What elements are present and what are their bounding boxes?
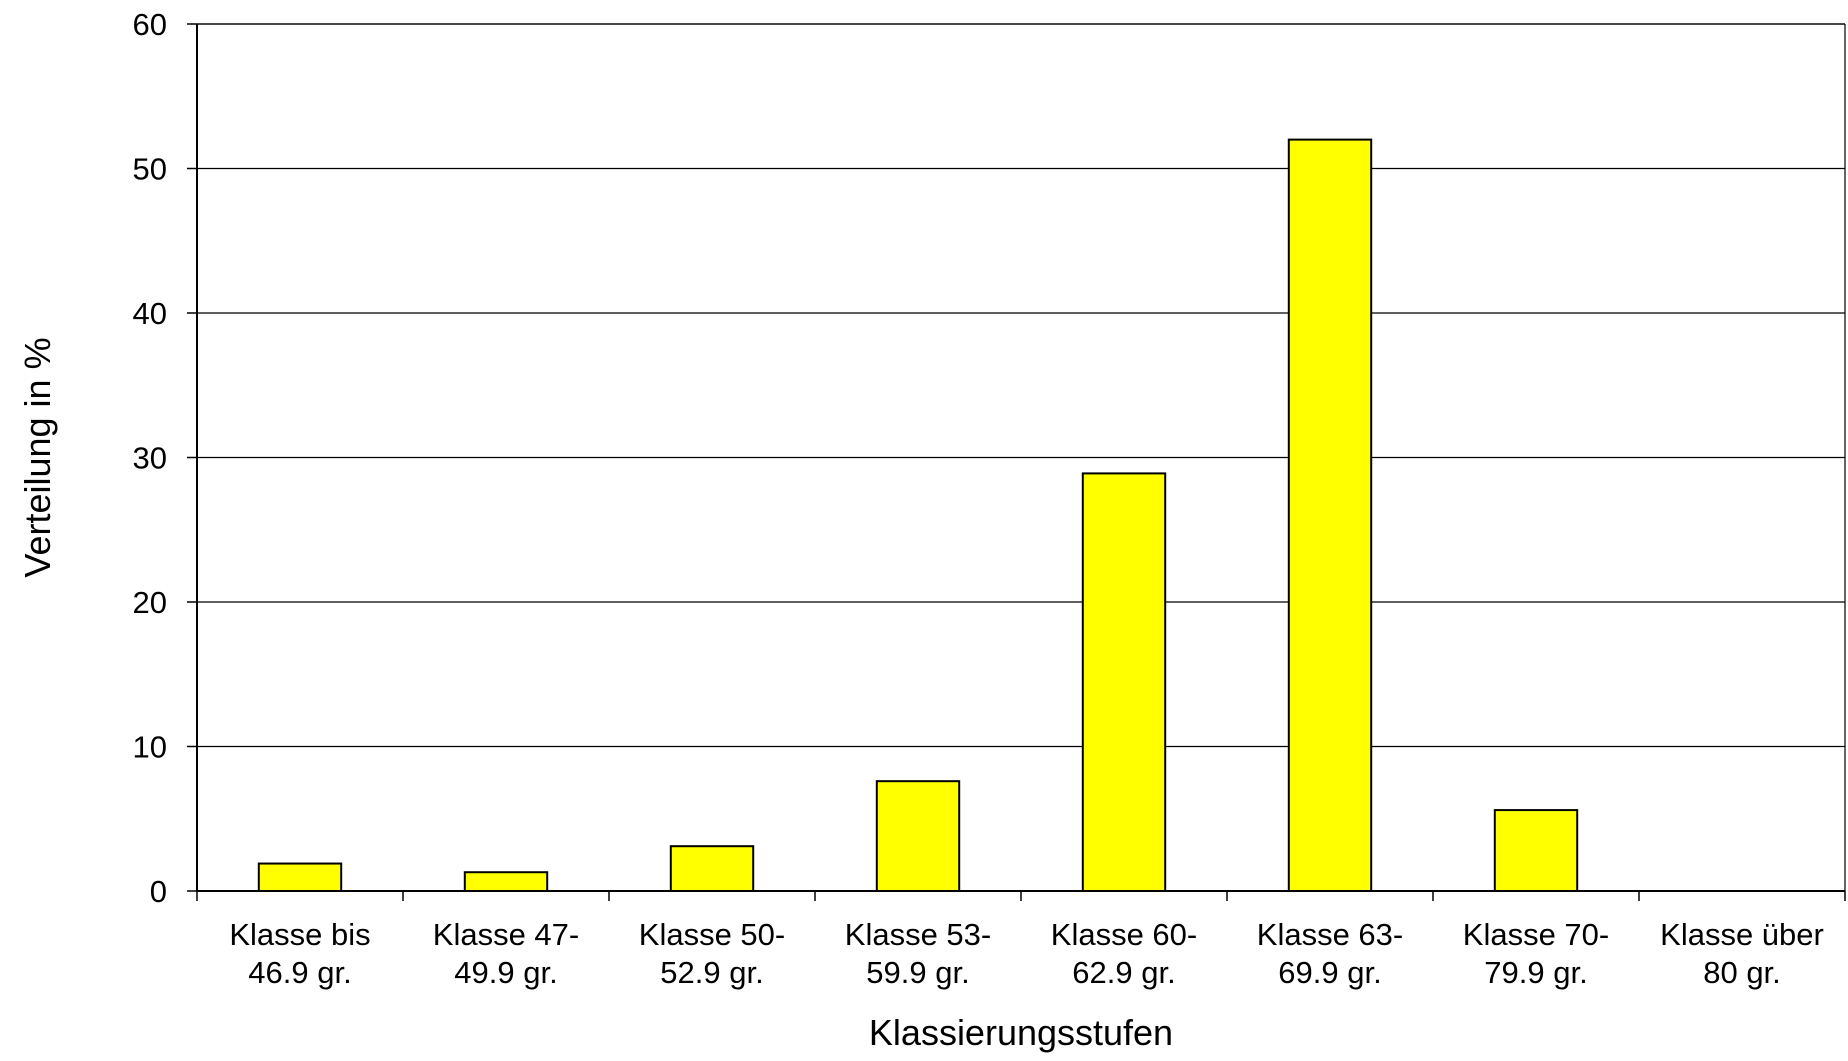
- x-category-label: Klasse 53-59.9 gr.: [845, 917, 991, 990]
- bar: [875, 780, 961, 892]
- y-tick-label: 50: [133, 152, 167, 187]
- x-category-label: Klasse bis 46.9 gr.: [229, 917, 370, 990]
- x-category-label-line: 52.9 gr.: [660, 955, 763, 990]
- y-tick-label: 0: [150, 874, 167, 909]
- x-category-label-line: 79.9 gr.: [1484, 955, 1587, 990]
- y-tick-labels: 0 10 20 30 40 50 60: [133, 7, 167, 909]
- y-tick-label: 40: [133, 296, 167, 331]
- y-tick-label: 30: [133, 441, 167, 476]
- bar: [1287, 138, 1373, 893]
- x-category-label-line: Klasse 53-: [845, 917, 991, 952]
- x-category-label-line: Klasse über: [1660, 917, 1824, 952]
- x-category-label: Klasse 60-62.9 gr.: [1051, 917, 1197, 990]
- axes: [187, 23, 1846, 901]
- x-category-label: Klasse über 80 gr.: [1660, 917, 1824, 990]
- x-category-labels: Klasse bis 46.9 gr.Klasse 47-49.9 gr.Klas…: [229, 917, 1824, 990]
- bar: [463, 871, 549, 893]
- y-tick-label: 20: [133, 585, 167, 620]
- x-category-label: Klasse 63-69.9 gr.: [1257, 917, 1403, 990]
- x-category-label-line: Klasse 63-: [1257, 917, 1403, 952]
- bars: [257, 138, 1579, 893]
- x-category-label: Klasse 70-79.9 gr.: [1463, 917, 1609, 990]
- x-category-label-line: 46.9 gr.: [248, 955, 351, 990]
- bar: [1081, 472, 1167, 892]
- x-category-label-line: 62.9 gr.: [1072, 955, 1175, 990]
- x-category-label-line: Klasse 47-: [433, 917, 579, 952]
- bar: [257, 862, 343, 892]
- x-category-label-line: 59.9 gr.: [866, 955, 969, 990]
- gridlines: [197, 23, 1846, 891]
- x-category-label-line: 80 gr.: [1703, 955, 1781, 990]
- x-axis-title: Klassierungsstufen: [869, 1012, 1173, 1053]
- x-category-label: Klasse 47-49.9 gr.: [433, 917, 579, 990]
- y-tick-label: 10: [133, 730, 167, 765]
- bar: [669, 845, 755, 893]
- x-category-label-line: Klasse bis: [229, 917, 370, 952]
- x-category-label-line: 49.9 gr.: [454, 955, 557, 990]
- x-category-label-line: Klasse 60-: [1051, 917, 1197, 952]
- x-category-label-line: Klasse 70-: [1463, 917, 1609, 952]
- x-category-label: Klasse 50-52.9 gr.: [639, 917, 785, 990]
- x-category-label-line: 69.9 gr.: [1278, 955, 1381, 990]
- y-tick-label: 60: [133, 7, 167, 42]
- bar: [1493, 809, 1579, 893]
- x-category-label-line: Klasse 50-: [639, 917, 785, 952]
- y-axis-title: Verteilung in %: [17, 337, 58, 577]
